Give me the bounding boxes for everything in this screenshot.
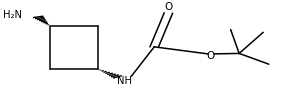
Text: NH: NH — [117, 76, 132, 86]
Text: O: O — [164, 2, 173, 12]
Text: O: O — [207, 51, 215, 61]
Text: H₂N: H₂N — [3, 10, 22, 20]
